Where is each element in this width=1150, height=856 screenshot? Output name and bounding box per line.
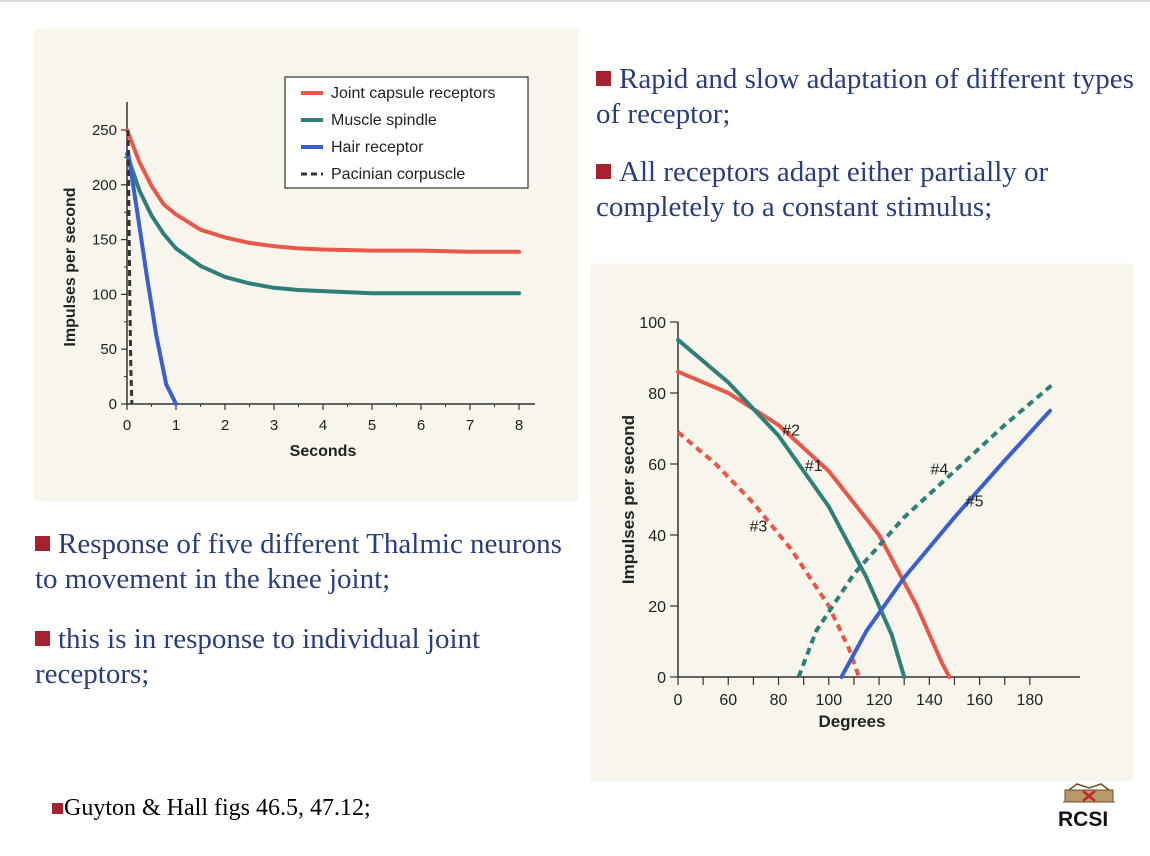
legend-label: Hair receptor [331,139,424,156]
y-tick-label: 100 [639,315,666,332]
bullet-individual-receptors: this is in response to individual joint … [35,622,575,692]
x-tick-label: 120 [866,692,893,709]
bullet-square-icon [596,71,611,86]
y-tick-label: 40 [648,528,666,545]
x-tick-label: 180 [1017,692,1044,709]
x-tick-label: 0 [674,692,683,709]
x-axis-label: Seconds [290,443,357,460]
y-tick-label: 0 [657,670,666,687]
x-tick-label: 60 [719,692,737,709]
x-tick-label: 5 [368,417,376,434]
series-line-n5 [839,408,1052,679]
y-tick-label: 60 [648,457,666,474]
bullet-response-text: Response of five different Thalmic neuro… [35,528,562,595]
legend-label: Pacinian corpuscle [331,166,465,183]
bullet-square-icon [52,803,63,814]
x-tick-label: 160 [966,692,993,709]
x-tick-label: 0 [123,417,131,434]
bullet-all-receptors: All receptors adapt either partially or … [596,155,1136,225]
top-rule [0,0,1150,2]
series-line-pacinian-corpuscle [126,129,134,405]
bullet-individual-text: this is in response to individual joint … [35,623,481,690]
y-tick-label: 20 [648,599,666,616]
knee-neuron-chart-panel: 0 60 80 100 120 140 160 180 0 20 40 60 80 100 Degrees I… [592,265,1132,780]
legend-label: Joint capsule receptors [331,85,496,102]
x-tick-label: 8 [515,417,523,434]
x-tick-label: 1 [172,417,180,434]
series-label: #3 [750,518,768,535]
x-tick-label: 6 [417,417,425,434]
y-axis-label: Impulses per second [62,187,79,346]
reference-text: Guyton & Hall figs 46.5, 47.12; [64,795,371,821]
x-tick-label: 4 [319,417,327,434]
y-axis-label: Impulses per second [619,415,638,584]
y-tick-label: 80 [648,386,666,403]
adaptation-chart: 0 1 2 3 4 5 6 7 8 0 50 100 150 200 250 Seconds Impulses … [62,76,535,460]
x-tick-label: 3 [270,417,278,434]
series-line-hair-receptor [126,149,178,406]
y-tick-label: 150 [92,232,117,249]
knee-neuron-chart: 0 60 80 100 120 140 160 180 0 20 40 60 80 100 Degrees I… [619,315,1080,731]
series-label: #2 [782,423,800,440]
rcsi-crest-icon [1063,783,1115,803]
rcsi-logo-text: RCSI [1058,808,1109,831]
x-axis-label: Degrees [818,712,885,731]
y-tick-label: 200 [92,177,117,194]
series-label: #5 [966,494,984,511]
y-tick-label: 250 [92,122,117,139]
series-label: #4 [930,462,948,479]
bullet-square-icon [35,536,50,551]
adaptation-chart-panel: 0 1 2 3 4 5 6 7 8 0 50 100 150 200 250 Seconds Impulses … [35,30,577,500]
y-tick-label: 50 [100,341,117,358]
series-line-muscle-spindle [125,152,521,296]
series-line-joint-capsule-receptors [125,128,521,254]
y-tick-label: 100 [92,286,117,303]
series-line-n2 [676,337,907,679]
x-tick-label: 7 [466,417,474,434]
reference-note: Guyton & Hall figs 46.5, 47.12; [52,795,371,822]
bullet-rapid-slow: Rapid and slow adaptation of different t… [596,62,1136,132]
bullet-rapid-text: Rapid and slow adaptation of different t… [596,63,1134,130]
x-tick-label: 140 [916,692,943,709]
legend-label: Muscle spindle [331,112,437,129]
bullet-all-text: All receptors adapt either partially or … [596,156,1049,223]
bullet-square-icon [35,631,50,646]
series-line-n4 [796,380,1057,678]
x-tick-label: 2 [221,417,229,434]
bullet-square-icon [596,164,611,179]
x-tick-label: 100 [815,692,842,709]
series-line-n1 [676,369,952,679]
legend-box [284,76,529,189]
series-label: #1 [805,458,823,475]
y-tick-label: 0 [109,396,117,413]
bullet-thalamic-response: Response of five different Thalmic neuro… [35,527,575,597]
series-line-n3 [676,430,861,678]
x-tick-label: 80 [770,692,788,709]
